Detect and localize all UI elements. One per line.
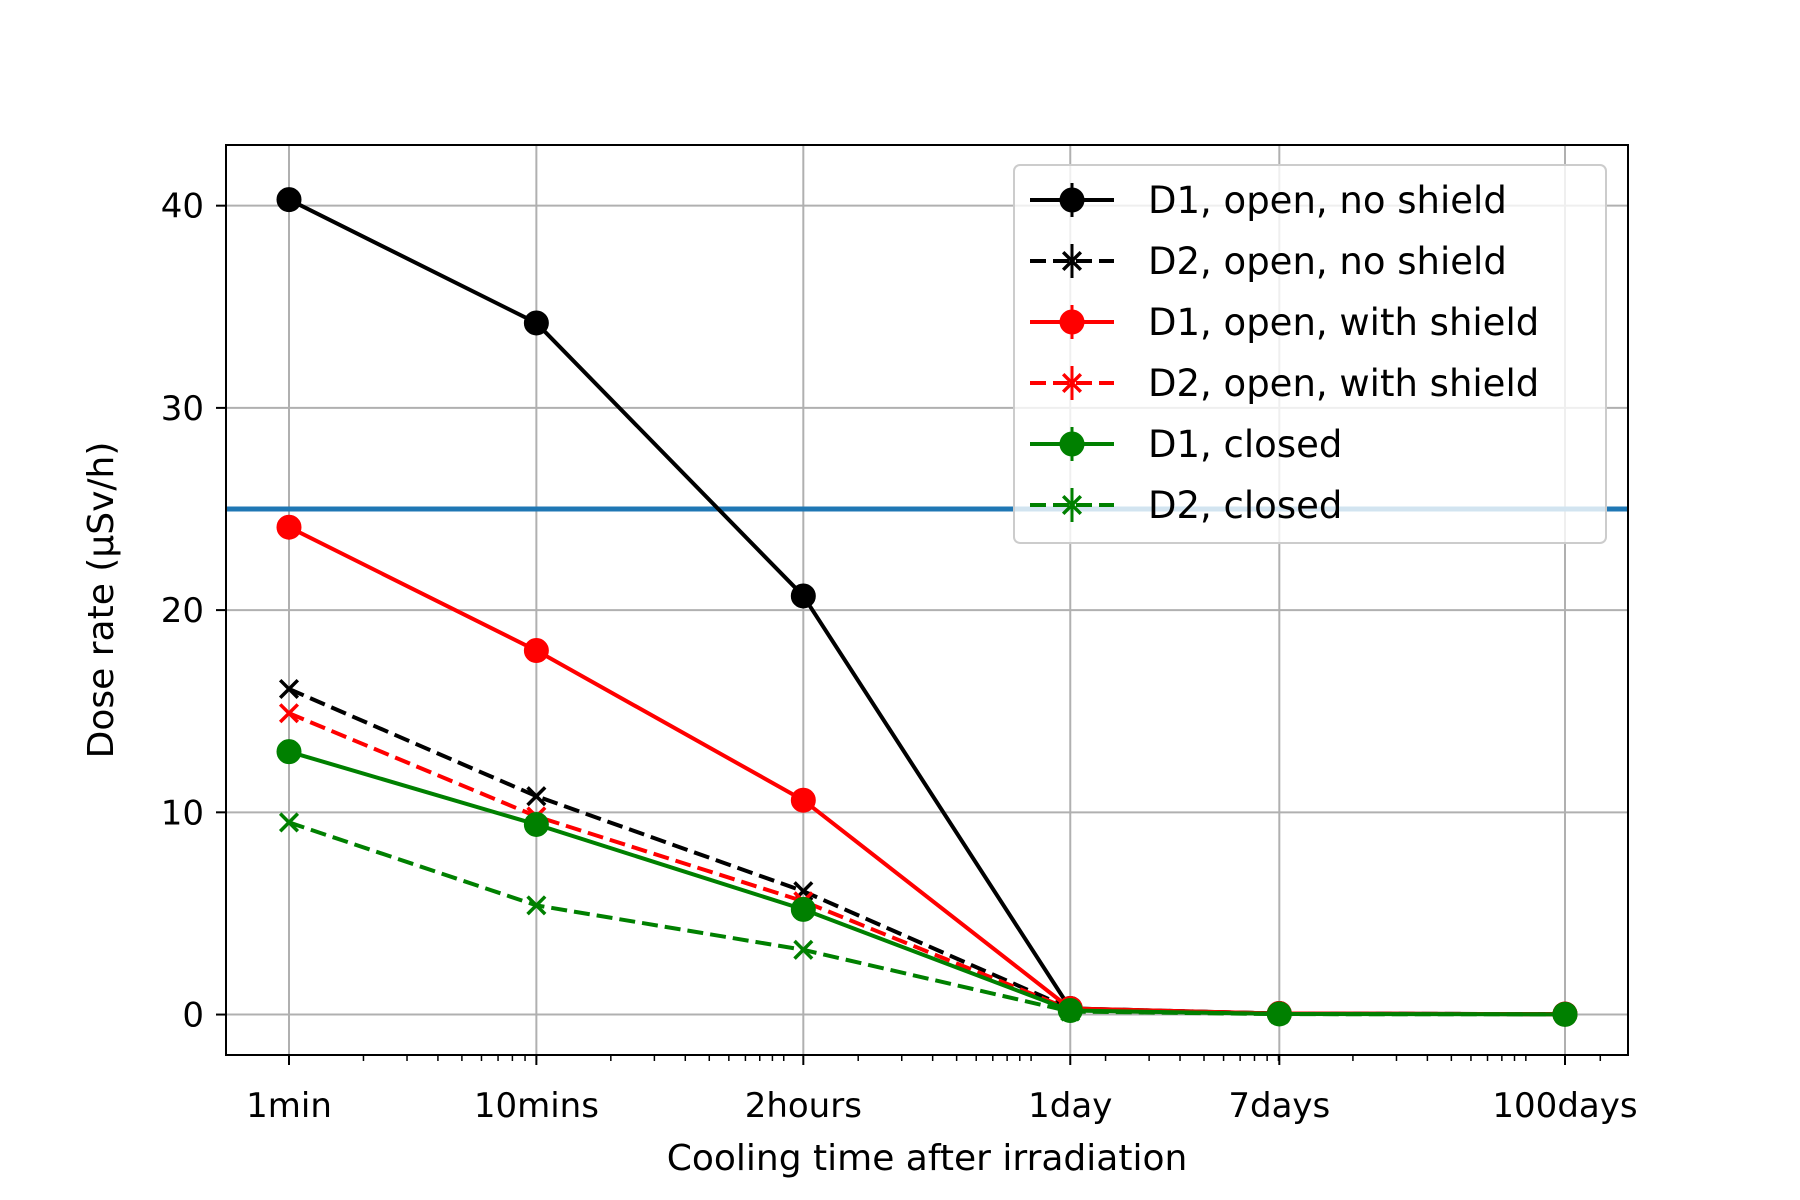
data-point — [526, 786, 547, 807]
legend-label: D1, closed — [1148, 423, 1342, 466]
y-tick-label: 0 — [182, 996, 204, 1036]
series-group — [276, 187, 1578, 1027]
series-2 — [278, 678, 1576, 1025]
series-line — [288, 687, 1566, 1017]
legend-marker — [1059, 309, 1085, 335]
data-point — [278, 703, 300, 724]
data-point — [276, 187, 302, 213]
legend-item: D1, open, with shield — [1030, 301, 1539, 344]
data-point — [1060, 1001, 1081, 1022]
data-point — [278, 678, 300, 700]
legend-item: D2, open, no shield — [1030, 240, 1507, 283]
legend-label: D2, closed — [1148, 484, 1342, 527]
y-tick-label: 10 — [161, 793, 204, 833]
legend-label: D1, open, with shield — [1148, 301, 1539, 344]
legend-marker — [1059, 431, 1085, 457]
data-point — [523, 310, 549, 336]
data-point — [1554, 1004, 1576, 1025]
legend-marker — [1061, 250, 1083, 272]
data-point — [526, 895, 547, 916]
series-6 — [278, 812, 1576, 1025]
legend-box — [1013, 164, 1607, 544]
data-point — [793, 939, 814, 960]
legend-item: D2, closed — [1030, 484, 1342, 527]
legend-item: D1, open, no shield — [1030, 179, 1507, 222]
data-point — [278, 812, 300, 833]
x-tick-label: 1day — [1028, 1086, 1112, 1126]
x-axis-label: Cooling time after irradiation — [667, 1138, 1188, 1179]
legend-label: D2, open, no shield — [1148, 240, 1507, 283]
data-point — [276, 514, 302, 540]
legend-item: D1, closed — [1030, 423, 1342, 466]
data-point — [276, 739, 302, 765]
series-line — [288, 820, 1566, 1017]
legend-marker — [1061, 494, 1083, 516]
legend-marker — [1061, 372, 1083, 394]
y-tick-label: 30 — [161, 389, 204, 429]
y-axis-label: Dose rate (μSv/h) — [81, 442, 122, 759]
data-point — [790, 896, 816, 922]
data-point — [790, 583, 816, 609]
series-line — [288, 749, 1566, 1017]
data-point — [1269, 1004, 1290, 1025]
data-point — [523, 811, 549, 837]
legend: D1, open, no shield D2, open, no shield D1… — [1013, 164, 1607, 544]
x-tick-label: 2hours — [745, 1086, 862, 1126]
legend-label: D1, open, no shield — [1148, 179, 1507, 222]
x-axis-ticks: 1min 10mins 2hours 1day 7days 100days — [246, 1055, 1638, 1126]
x-tick-label: 10mins — [474, 1086, 599, 1126]
x-tick-label: 7days — [1228, 1086, 1330, 1126]
y-axis-ticks: 0 10 20 30 40 — [161, 187, 226, 1036]
legend-item: D2, open, with shield — [1030, 362, 1539, 405]
y-tick-label: 20 — [161, 591, 204, 631]
x-tick-label: 100days — [1492, 1086, 1637, 1126]
plot-area-frame — [225, 144, 1629, 1056]
series-line — [288, 711, 1566, 1017]
legend-marker — [1059, 187, 1085, 213]
data-point — [523, 638, 549, 664]
legend-label: D2, open, with shield — [1148, 362, 1539, 405]
data-point — [790, 787, 816, 813]
series-4 — [278, 703, 1576, 1025]
x-tick-label: 1min — [246, 1086, 332, 1126]
y-tick-label: 40 — [161, 187, 204, 227]
